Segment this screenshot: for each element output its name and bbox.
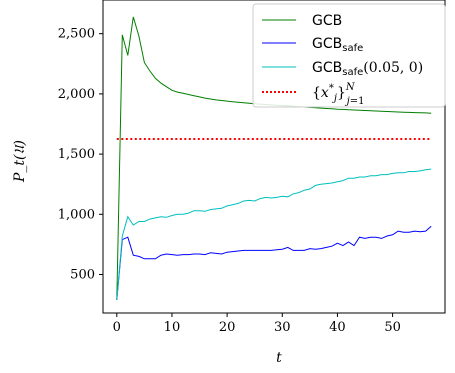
x-axis-title: t xyxy=(276,350,282,366)
series-gcb-safe-line xyxy=(116,225,432,300)
y-tick-label: 1,500 xyxy=(58,147,95,162)
axis-ticks: 0 10 20 30 40 50 500 1,000 1,500 2,000 2,500 xyxy=(58,27,401,335)
x-tick-label: 40 xyxy=(329,320,346,335)
y-tick-label: 2,500 xyxy=(58,27,95,42)
x-tick-label: 10 xyxy=(164,320,181,335)
legend: GCB GCBsafe GCBsafe(0.05, 0) {x*j}N j=1 xyxy=(252,3,446,108)
legend-label-gcb: GCB xyxy=(312,13,342,29)
legend-box xyxy=(252,3,446,108)
series-gcb-safe-params-line xyxy=(116,168,432,300)
y-tick-label: 1,000 xyxy=(58,207,95,222)
y-tick-label: 2,000 xyxy=(58,87,95,102)
x-tick-label: 50 xyxy=(384,320,401,335)
x-tick-label: 30 xyxy=(274,320,291,335)
y-axis-title: P_t(𝔘) xyxy=(12,140,28,183)
y-tick-label: 500 xyxy=(70,267,95,282)
plot-frame xyxy=(102,0,446,314)
legend-label-gcb-safe-params: GCBsafe(0.05, 0) xyxy=(312,60,423,78)
x-tick-label: 0 xyxy=(113,320,121,335)
x-tick-label: 20 xyxy=(219,320,236,335)
